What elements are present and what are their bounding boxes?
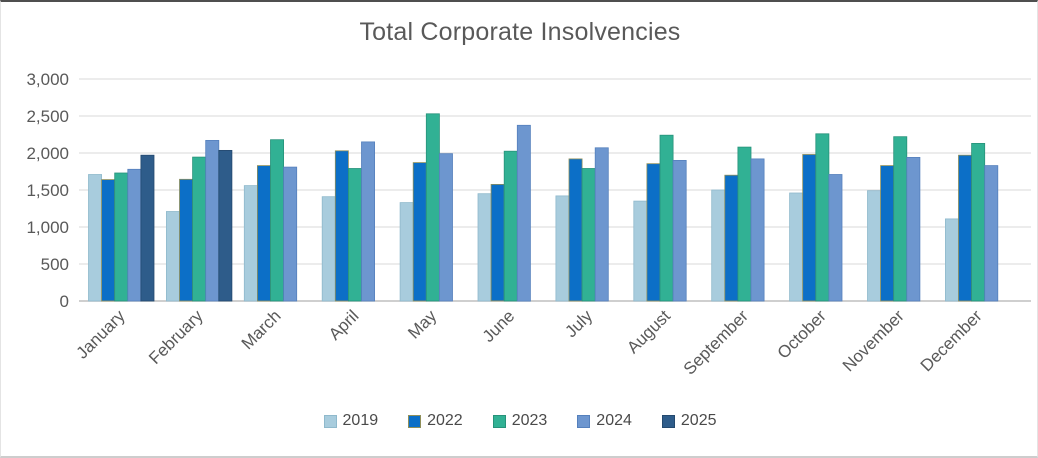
bar-2019-may bbox=[399, 202, 414, 302]
bar-2019-september bbox=[711, 189, 726, 302]
legend-label: 2024 bbox=[596, 412, 632, 429]
bar-2019-august bbox=[633, 200, 648, 302]
bar-2024-january bbox=[127, 168, 142, 302]
bar-2023-april bbox=[347, 168, 362, 302]
legend-item-2025: 2025 bbox=[661, 412, 717, 430]
x-axis-label: December bbox=[917, 306, 986, 375]
x-axis-label: November bbox=[839, 306, 908, 375]
bar-2022-january bbox=[101, 179, 116, 302]
bar-2023-february bbox=[192, 156, 207, 302]
bar-2022-april bbox=[334, 150, 349, 302]
bar-2023-october bbox=[815, 133, 830, 302]
bar-2024-february bbox=[205, 139, 220, 302]
bar-2023-march bbox=[270, 139, 285, 302]
bar-2019-december bbox=[945, 218, 959, 302]
bar-2022-september bbox=[724, 174, 739, 302]
bar-2024-october bbox=[828, 174, 843, 302]
bar-2024-june bbox=[516, 124, 531, 302]
legend-item-2019: 2019 bbox=[323, 412, 379, 430]
y-tick-label: 0 bbox=[60, 292, 69, 311]
bar-2022-december bbox=[958, 154, 973, 302]
bar-2024-november bbox=[906, 156, 921, 302]
bar-2019-july bbox=[555, 195, 570, 302]
y-tick-label: 2,500 bbox=[26, 107, 69, 126]
x-axis-label: May bbox=[404, 306, 440, 342]
bar-2023-january bbox=[114, 172, 129, 302]
bar-2024-august bbox=[672, 159, 687, 302]
legend-label: 2025 bbox=[680, 412, 717, 429]
legend-item-2022: 2022 bbox=[408, 412, 463, 430]
bar-2025-january bbox=[140, 154, 155, 302]
bar-2025-february bbox=[218, 149, 233, 302]
bar-2024-september bbox=[750, 158, 765, 302]
legend-label: 2019 bbox=[342, 412, 379, 429]
bar-2023-august bbox=[659, 134, 674, 302]
legend-swatch-icon bbox=[323, 414, 337, 428]
bar-2022-march bbox=[256, 165, 271, 302]
bar-2022-october bbox=[802, 154, 817, 302]
bar-2019-june bbox=[477, 193, 492, 302]
bar-2023-november bbox=[893, 136, 908, 302]
x-axis-label: August bbox=[623, 306, 674, 357]
x-axis-label: September bbox=[680, 306, 752, 378]
bar-2023-may bbox=[425, 113, 440, 302]
bar-2019-march bbox=[243, 185, 258, 302]
legend-swatch-icon bbox=[577, 414, 591, 428]
bar-2024-december bbox=[984, 165, 999, 302]
y-tick-label: 500 bbox=[41, 255, 69, 274]
legend-label: 2022 bbox=[427, 412, 463, 429]
x-axis-label: April bbox=[325, 306, 362, 343]
y-tick-label: 1,000 bbox=[26, 218, 69, 237]
bar-2023-september bbox=[737, 146, 752, 302]
legend-item-2023: 2023 bbox=[492, 412, 548, 430]
bar-2022-july bbox=[568, 158, 583, 302]
bar-2022-june bbox=[490, 183, 505, 302]
bar-2019-april bbox=[321, 196, 336, 302]
bar-2023-july bbox=[581, 168, 596, 302]
legend-swatch-icon bbox=[408, 414, 422, 428]
bar-2022-august bbox=[646, 163, 661, 302]
legend-swatch-icon bbox=[661, 414, 675, 428]
bar-2024-march bbox=[283, 166, 298, 302]
bar-2023-december bbox=[971, 142, 986, 302]
bar-2019-january bbox=[88, 174, 103, 302]
y-tick-label: 2,000 bbox=[26, 144, 69, 163]
bar-2023-june bbox=[503, 150, 518, 302]
bar-2022-november bbox=[880, 165, 895, 302]
bar-2022-may bbox=[412, 162, 427, 302]
x-axis-label: January bbox=[73, 306, 130, 363]
legend-label: 2023 bbox=[511, 412, 548, 429]
x-axis-label: October bbox=[774, 306, 830, 362]
bar-2024-april bbox=[361, 141, 376, 302]
y-tick-label: 1,500 bbox=[26, 181, 69, 200]
bar-2019-october bbox=[789, 192, 804, 302]
chart-title: Total Corporate Insolvencies bbox=[359, 18, 681, 46]
bar-2019-november bbox=[867, 190, 882, 302]
bar-2024-may bbox=[438, 153, 453, 302]
bar-2019-february bbox=[165, 211, 180, 302]
legend-item-2024: 2024 bbox=[577, 412, 632, 430]
x-axis-label: July bbox=[561, 306, 596, 341]
bar-2022-february bbox=[179, 178, 194, 302]
legend: 2019 2022 2023 2024 2025 bbox=[1, 412, 1037, 430]
legend-swatch-icon bbox=[492, 414, 506, 428]
x-axis-label: June bbox=[479, 306, 519, 346]
x-axis-label: March bbox=[238, 306, 285, 353]
x-axis-label: February bbox=[145, 306, 207, 368]
bar-2024-july bbox=[594, 147, 609, 302]
y-tick-label: 3,000 bbox=[26, 70, 69, 89]
